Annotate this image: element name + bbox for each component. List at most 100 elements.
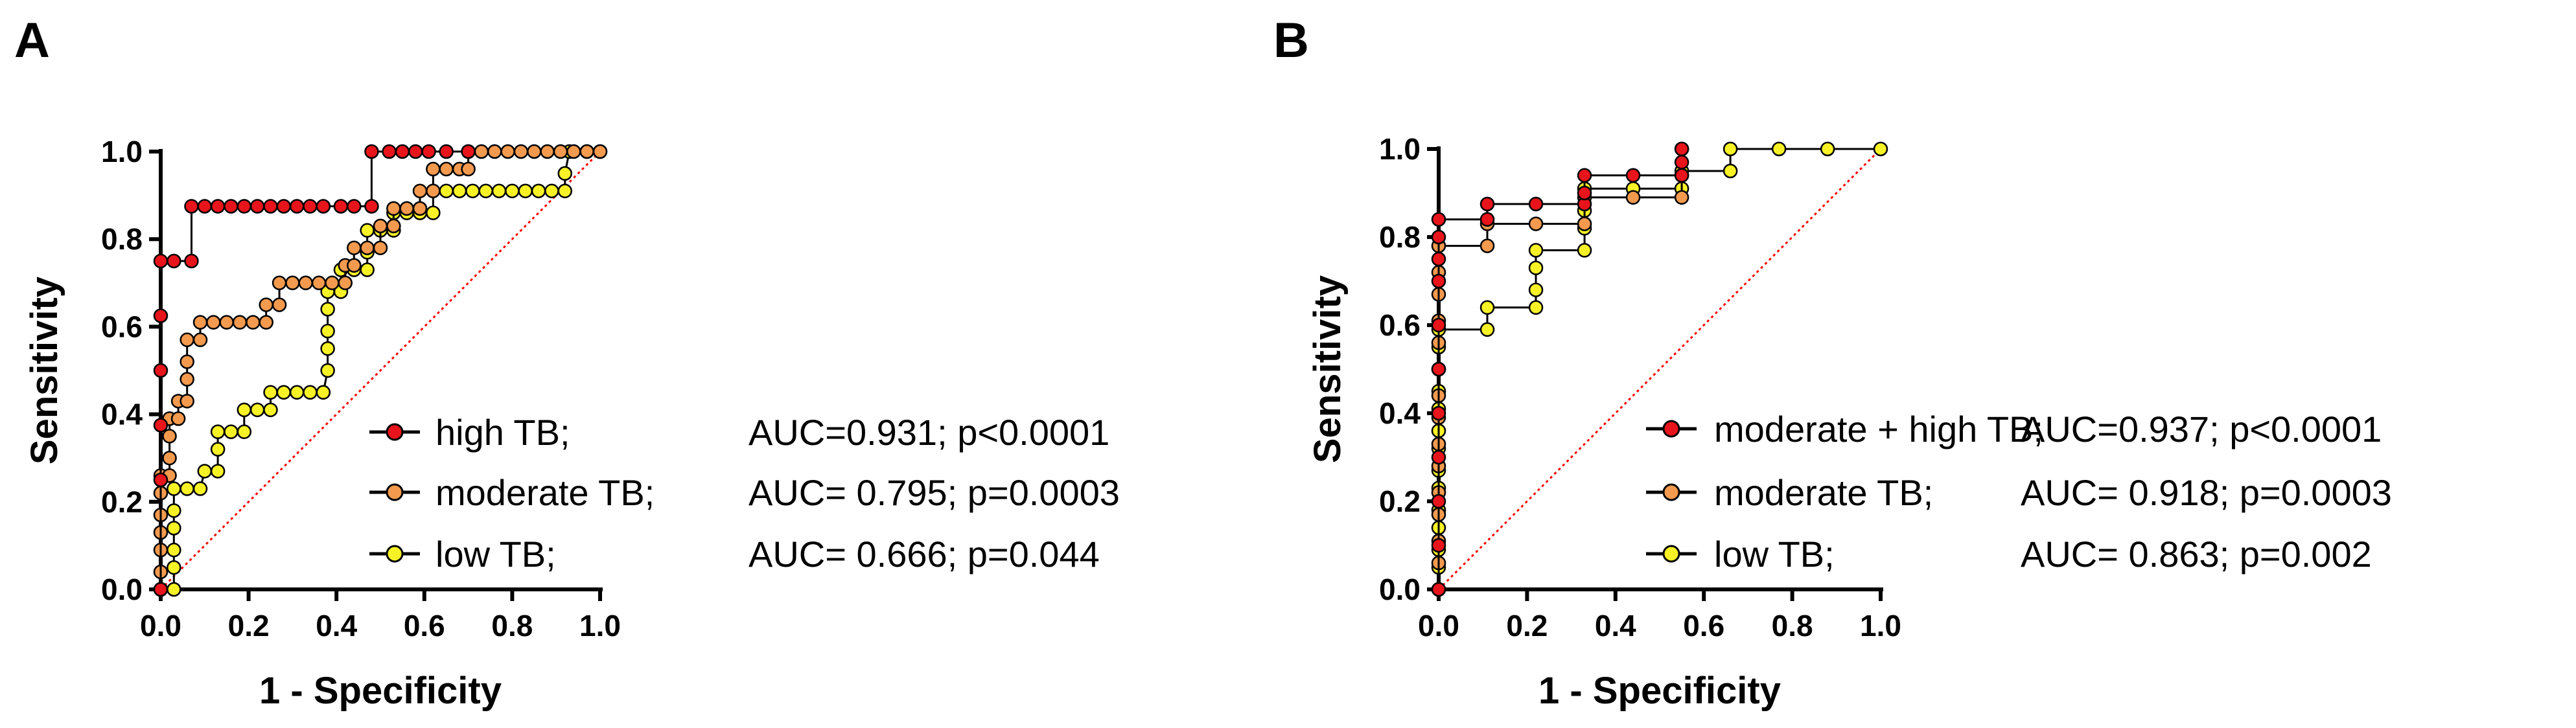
roc-point [153, 582, 168, 597]
roc-point [360, 240, 375, 255]
roc-point [237, 199, 252, 214]
roc-point [184, 199, 199, 214]
roc-point [426, 161, 441, 177]
roc-point [1625, 190, 1641, 205]
roc-point [1674, 155, 1689, 170]
roc-point [224, 424, 238, 439]
roc-point [192, 315, 208, 330]
roc-point [316, 385, 331, 400]
roc-point [439, 144, 454, 159]
roc-point [1431, 251, 1446, 267]
roc-point [1771, 141, 1787, 157]
roc-curve-line [1437, 149, 1683, 589]
roc-point [1431, 582, 1446, 597]
y-tick-label: 0.8 [101, 222, 143, 256]
roc-point [320, 341, 335, 356]
legend-marker [386, 423, 404, 441]
roc-point [1431, 212, 1446, 227]
roc-point [592, 144, 608, 159]
roc-point [1528, 300, 1544, 315]
y-tick-label: 0.0 [1379, 573, 1421, 606]
roc-point [320, 363, 335, 378]
roc-point [224, 199, 238, 214]
roc-point [465, 183, 480, 199]
roc-point [192, 481, 208, 496]
roc-point [167, 582, 181, 597]
roc-point [1577, 185, 1592, 201]
reference-diagonal-line [159, 150, 601, 591]
roc-point [167, 481, 181, 496]
roc-point [1431, 317, 1446, 333]
roc-point [170, 411, 186, 426]
legend-marker [1662, 545, 1680, 563]
roc-point [206, 315, 221, 330]
roc-point [566, 144, 581, 159]
roc-point [579, 144, 594, 159]
roc-point [153, 418, 168, 433]
roc-point [197, 199, 213, 214]
roc-point [272, 275, 287, 291]
legend-stats: AUC=0.931; p<0.0001 [748, 412, 1109, 453]
roc-point [303, 385, 318, 400]
legend-name: moderate + high TB; [1714, 409, 2043, 449]
panel-a-roc-chart: A 0.0 0.2 0.4 0.6 0.8 1.0 0.0 0.2 0.4 0.6 0.8 1.0 1 … [14, 13, 1120, 712]
roc-point [373, 240, 388, 255]
roc-point [311, 275, 327, 291]
roc-point [210, 199, 226, 214]
roc-point [1577, 168, 1592, 183]
roc-point [1577, 243, 1592, 258]
roc-point [237, 402, 252, 418]
roc-point [197, 464, 213, 479]
roc-point [320, 302, 335, 317]
roc-point [320, 323, 335, 339]
roc-point [1479, 238, 1495, 253]
roc-point [289, 385, 305, 400]
roc-point [505, 183, 520, 199]
x-tick-label: 0.6 [1683, 609, 1724, 643]
roc-point [153, 308, 168, 323]
roc-point [1528, 196, 1544, 212]
roc-point [439, 183, 454, 199]
roc-point [167, 503, 181, 518]
roc-point [553, 144, 568, 159]
x-tick-label: 0.6 [404, 609, 445, 643]
roc-point [153, 253, 168, 269]
roc-point [386, 218, 401, 234]
x-tick-label: 1.0 [579, 609, 621, 643]
roc-point [162, 429, 177, 444]
roc-point [373, 218, 388, 234]
roc-curve-line [1437, 149, 1683, 589]
roc-point [184, 253, 199, 269]
y-tick-label: 0.4 [1379, 396, 1421, 430]
roc-point [167, 542, 181, 558]
roc-point [360, 262, 375, 277]
roc-point [237, 424, 252, 439]
roc-point [153, 472, 168, 488]
panel-label: B [1273, 13, 1309, 68]
legend-marker [386, 545, 404, 563]
y-tick-label: 0.8 [1379, 220, 1421, 254]
roc-point [461, 161, 476, 177]
roc-point [557, 166, 573, 181]
roc-point [167, 253, 181, 269]
legend-stats: AUC= 0.863; p=0.002 [2021, 534, 2372, 574]
roc-point [347, 199, 362, 214]
x-tick-label: 1.0 [1860, 609, 1901, 643]
roc-point [1431, 361, 1446, 377]
legend-name: moderate TB; [1714, 472, 1933, 513]
roc-point [232, 315, 248, 330]
panel-b-roc-chart: B 0.0 0.2 0.4 0.6 0.8 1.0 0.0 0.2 0.4 0.6 0.8 1.0 1 … [1273, 13, 2392, 712]
roc-point [452, 183, 467, 199]
roc-point [259, 297, 273, 312]
roc-point [527, 144, 542, 159]
roc-point [333, 199, 349, 214]
roc-point [303, 199, 318, 214]
roc-point [364, 199, 379, 214]
roc-point [1723, 163, 1738, 179]
roc-point [347, 258, 362, 273]
roc-point [1431, 405, 1446, 421]
roc-point [249, 402, 265, 418]
x-tick-label: 0.0 [140, 609, 181, 643]
roc-point [1674, 190, 1689, 205]
roc-point [544, 183, 559, 199]
